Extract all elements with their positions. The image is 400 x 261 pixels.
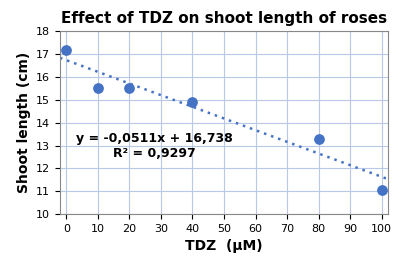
X-axis label: TDZ  (μM): TDZ (μM) bbox=[185, 239, 263, 253]
Point bbox=[95, 86, 101, 91]
Point bbox=[126, 86, 132, 91]
Y-axis label: Shoot length (cm): Shoot length (cm) bbox=[16, 52, 30, 193]
Point bbox=[378, 188, 385, 192]
Point bbox=[189, 100, 196, 104]
Point bbox=[63, 48, 70, 52]
Title: Effect of TDZ on shoot length of roses: Effect of TDZ on shoot length of roses bbox=[61, 11, 387, 26]
Text: y = -0,0511x + 16,738
R² = 0,9297: y = -0,0511x + 16,738 R² = 0,9297 bbox=[76, 132, 233, 160]
Point bbox=[316, 137, 322, 141]
